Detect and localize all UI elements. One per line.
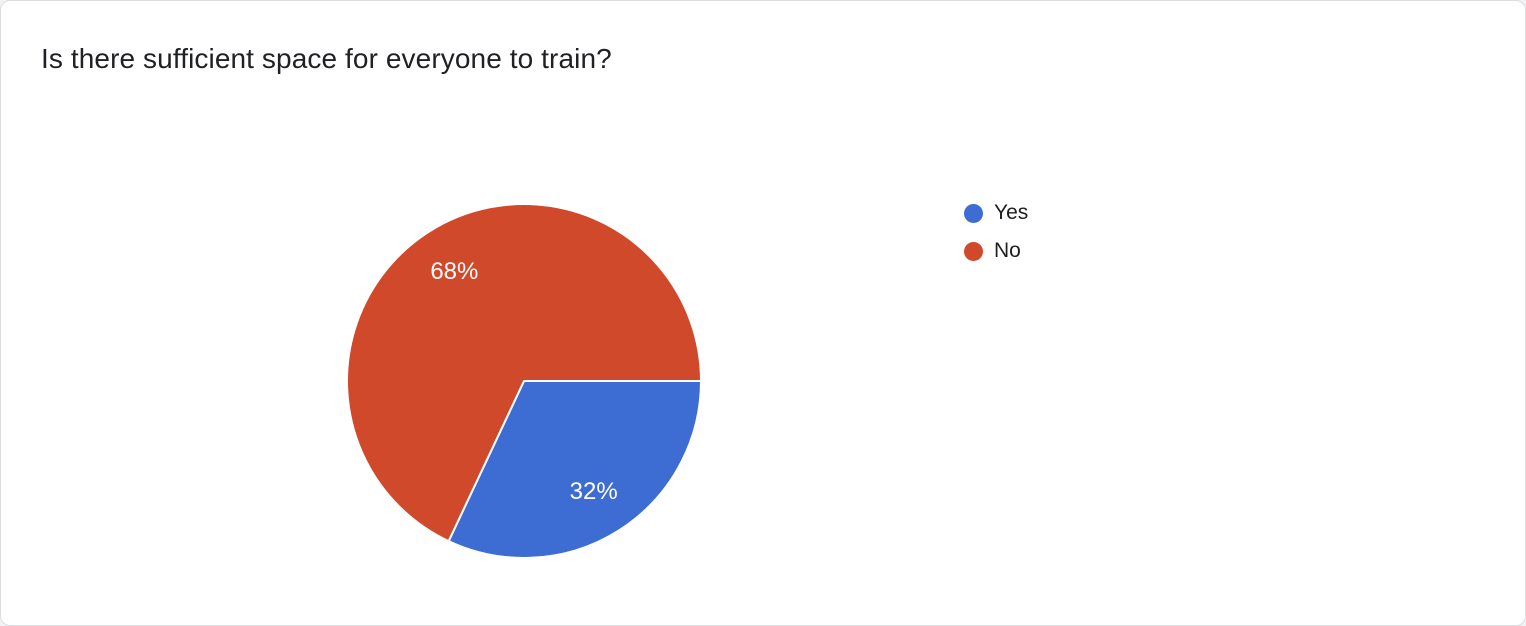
chart-title: Is there sufficient space for everyone t…	[41, 43, 612, 74]
legend-item-yes: Yes	[964, 199, 1028, 227]
legend-label-no: No	[994, 239, 1021, 262]
pie-chart-area: 32% 68%	[343, 200, 705, 562]
legend: Yes No	[964, 199, 1028, 265]
pie-slice-no[interactable]	[346, 203, 702, 543]
pie-chart: 32% 68%	[346, 203, 702, 559]
legend-label-yes: Yes	[994, 201, 1029, 224]
legend-item-no: No	[964, 237, 1028, 265]
pie-slice-yes[interactable]	[447, 380, 702, 559]
legend-swatch-yes-icon	[964, 203, 983, 223]
pie-slice-percent-label: 32%	[570, 478, 618, 505]
legend-swatch-no-icon	[964, 241, 983, 261]
pie-slice-percent-label: 68%	[430, 258, 478, 285]
